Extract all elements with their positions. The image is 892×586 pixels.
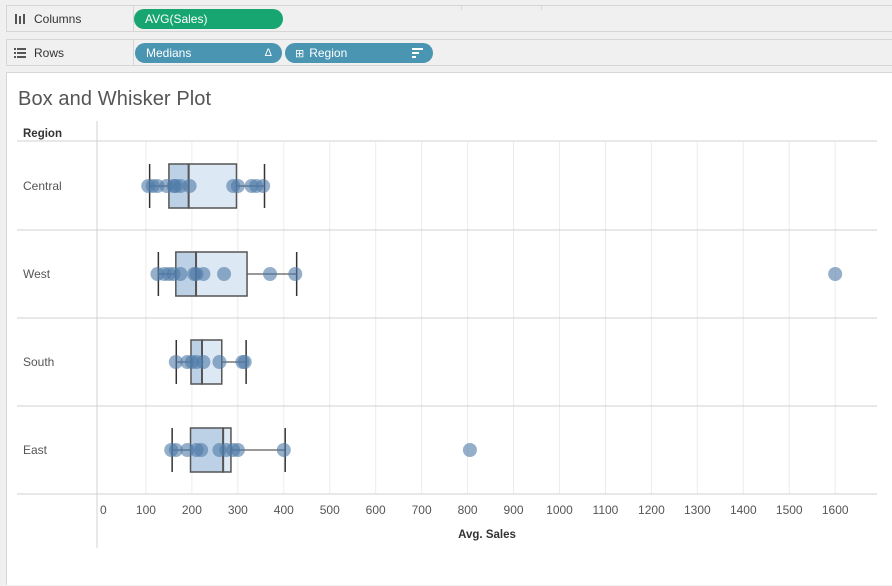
data-point[interactable] (196, 267, 211, 281)
chart-title: Box and Whisker Plot (18, 88, 212, 110)
x-tick-label: 300 (228, 503, 248, 517)
shelf-divider (541, 6, 542, 10)
x-tick-label: 1100 (593, 503, 619, 517)
avg-sales-pill-label: AVG(Sales) (145, 12, 208, 26)
x-tick-label: 700 (412, 503, 432, 517)
columns-shelf[interactable]: Columns AVG(Sales) (6, 5, 892, 32)
viz-view: Box and Whisker Plot Region Central West So… (6, 72, 892, 585)
data-point[interactable] (230, 443, 245, 457)
data-point[interactable] (263, 267, 278, 281)
x-tick-label: 0 (100, 503, 107, 517)
avg-sales-pill[interactable]: AVG(Sales) (134, 9, 283, 29)
data-point[interactable] (168, 443, 183, 457)
region-label: West (23, 267, 51, 281)
sort-icon (412, 48, 423, 61)
region-pill-label: Region (309, 46, 348, 60)
delta-icon: Δ (264, 47, 272, 59)
medians-pill[interactable]: Medians Δ (135, 43, 282, 63)
data-point[interactable] (168, 355, 183, 369)
rows-shelf[interactable]: Rows Medians Δ ⊞ Region (6, 39, 892, 66)
data-point[interactable] (196, 355, 211, 369)
rows-shelf-label: Rows (7, 40, 134, 65)
x-axis-label: Avg. Sales (458, 529, 516, 541)
x-tick-label: 100 (136, 503, 156, 517)
x-tick-label: 900 (504, 503, 524, 517)
x-tick-label: 1000 (546, 503, 573, 517)
rows-icon (14, 47, 28, 59)
data-point[interactable] (173, 267, 188, 281)
x-tick-label: 200 (182, 503, 202, 517)
data-point[interactable] (276, 443, 291, 457)
data-point[interactable] (462, 443, 477, 457)
rows-label-text: Rows (34, 45, 65, 60)
data-point[interactable] (217, 267, 232, 281)
x-tick-label: 1200 (638, 503, 665, 517)
x-tick-label: 1400 (730, 503, 757, 517)
data-point[interactable] (288, 267, 303, 281)
data-point[interactable] (828, 267, 843, 281)
plus-box-icon: ⊞ (295, 47, 305, 60)
data-point[interactable] (237, 355, 252, 369)
columns-icon (14, 13, 28, 25)
shelf-divider (461, 6, 462, 10)
x-tick-label: 600 (366, 503, 386, 517)
row-header-region: Region (23, 128, 62, 140)
x-tick-label: 1500 (776, 503, 803, 517)
region-pill[interactable]: ⊞ Region (285, 43, 433, 63)
region-label: South (23, 355, 54, 369)
data-point[interactable] (182, 179, 197, 193)
x-tick-label: 1600 (822, 503, 849, 517)
columns-label-text: Columns (34, 11, 82, 26)
region-label: Central (23, 179, 62, 193)
data-point[interactable] (256, 179, 271, 193)
x-tick-label: 400 (274, 503, 294, 517)
x-tick-label: 1300 (684, 503, 711, 517)
x-tick-label: 800 (458, 503, 478, 517)
box-whisker-chart: Region Central West South East 0 100 200 300 400 5… (17, 121, 877, 548)
data-point[interactable] (212, 355, 227, 369)
data-point[interactable] (230, 179, 245, 193)
region-label: East (23, 443, 48, 457)
x-tick-label: 500 (320, 503, 340, 517)
data-point[interactable] (194, 443, 209, 457)
medians-pill-label: Medians (146, 46, 192, 60)
columns-shelf-label: Columns (7, 6, 134, 31)
